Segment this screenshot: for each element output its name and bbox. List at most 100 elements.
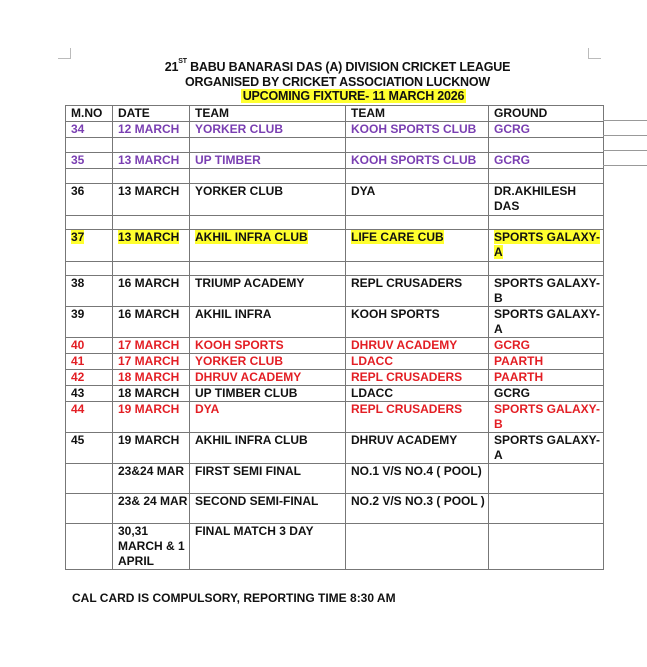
cell-match-date: 30,31 MARCH & 1 APRIL: [112, 523, 190, 570]
table-header-row: M.NO DATE TEAM TEAM GROUND: [65, 105, 604, 122]
cell-ground: SPORTS GALAXY-A: [488, 229, 604, 262]
match-number-text: 40: [71, 338, 85, 353]
cell-team-2: [345, 215, 489, 230]
cell-match-date: 12 MARCH: [112, 121, 190, 138]
divider: [603, 120, 647, 121]
cell-match-number: [65, 523, 113, 570]
page-corner-mark: [588, 48, 601, 59]
cell-match-number: 35: [65, 152, 113, 169]
cell-match-date: 16 MARCH: [112, 275, 190, 307]
cell-team-2: [345, 168, 489, 184]
team-1-text: YORKER CLUB: [195, 184, 284, 199]
cell-ground: GCRG: [488, 121, 604, 138]
table-row: 39 16 MARCH AKHIL INFRA KOOH SPORTS SPORTS G…: [65, 306, 604, 338]
cell-team-1: KOOH SPORTS: [189, 337, 346, 354]
cell-match-number: 34: [65, 121, 113, 138]
team-1-text: FIRST SEMI FINAL: [195, 464, 301, 479]
cell-match-number: 36: [65, 183, 113, 216]
team-2-text: REPL CRUSADERS: [351, 402, 463, 417]
cell-team-2: KOOH SPORTS CLUB: [345, 121, 489, 138]
cell-team-2: NO.1 V/S NO.4 ( POOL): [345, 463, 489, 494]
spacer-row: [65, 168, 604, 184]
match-number-text: 42: [71, 370, 85, 385]
header-match-number: M.NO: [65, 105, 113, 122]
match-date-text: 18 MARCH: [118, 370, 180, 385]
cell-ground: [488, 168, 604, 184]
cell-team-1: [189, 215, 346, 230]
cell-team-2: REPL CRUSADERS: [345, 401, 489, 433]
cell-ground: [488, 215, 604, 230]
cell-ground: DR.AKHILESH DAS: [488, 183, 604, 216]
match-number-text: 43: [71, 386, 85, 401]
match-number-text: 35: [71, 153, 85, 168]
team-1-text: SECOND SEMI-FINAL: [195, 494, 319, 509]
cell-ground: GCRG: [488, 152, 604, 169]
cell-ground: SPORTS GALAXY-A: [488, 432, 604, 464]
cell-match-date: 23& 24 MAR: [112, 493, 190, 524]
cell-team-1: UP TIMBER: [189, 152, 346, 169]
team-2-text: LDACC: [351, 386, 393, 401]
team-2-text: DHRUV ACADEMY: [351, 338, 458, 353]
cell-team-2: [345, 261, 489, 276]
divider: [603, 150, 647, 151]
cell-match-date: 13 MARCH: [112, 229, 190, 262]
cell-team-2: DHRUV ACADEMY: [345, 432, 489, 464]
cell-ground: [488, 137, 604, 153]
match-number-text: 37: [71, 230, 85, 244]
cell-team-1: AKHIL INFRA CLUB: [189, 432, 346, 464]
ground-text: SPORTS GALAXY-A: [494, 307, 601, 337]
ground-text: PAARTH: [494, 354, 544, 369]
table-row: 34 12 MARCH YORKER CLUB KOOH SPORTS CLUB GCR…: [65, 121, 604, 138]
match-number-text: 45: [71, 433, 85, 448]
team-1-text: AKHIL INFRA CLUB: [195, 230, 308, 244]
ground-text: DR.AKHILESH DAS: [494, 184, 577, 214]
ground-text: GCRG: [494, 153, 530, 168]
cell-match-date: [112, 168, 190, 184]
spacer-row: [65, 137, 604, 153]
cell-team-2: REPL CRUSADERS: [345, 275, 489, 307]
cell-team-2: LDACC: [345, 385, 489, 402]
cell-ground: [488, 523, 604, 570]
table-row: 44 19 MARCH DYA REPL CRUSADERS SPORTS GALAXY…: [65, 401, 604, 433]
cell-team-2: NO.2 V/S NO.3 ( POOL ): [345, 493, 489, 524]
cell-match-date: 17 MARCH: [112, 353, 190, 370]
ground-text: SPORTS GALAXY-A: [494, 433, 601, 463]
team-1-text: DHRUV ACADEMY: [195, 370, 302, 385]
team-1-text: UP TIMBER: [195, 153, 261, 168]
cell-match-number: 43: [65, 385, 113, 402]
header-ground: GROUND: [488, 105, 604, 122]
cell-match-date: 19 MARCH: [112, 401, 190, 433]
cell-match-number: [65, 261, 113, 276]
cell-ground: GCRG: [488, 385, 604, 402]
match-date-text: 13 MARCH: [118, 184, 180, 199]
ground-text: GCRG: [494, 338, 530, 353]
cell-ground: SPORTS GALAXY-A: [488, 306, 604, 338]
match-date-text: 23& 24 MAR: [118, 494, 188, 509]
cell-match-number: 40: [65, 337, 113, 354]
cell-team-2: [345, 523, 489, 570]
match-date-text: 17 MARCH: [118, 354, 180, 369]
cell-team-1: UP TIMBER CLUB: [189, 385, 346, 402]
cell-match-number: 39: [65, 306, 113, 338]
cell-match-date: 18 MARCH: [112, 369, 190, 386]
team-2-text: LDACC: [351, 354, 393, 369]
divider: [603, 165, 647, 166]
team-2-text: NO.2 V/S NO.3 ( POOL ): [351, 494, 485, 509]
table-row: 23& 24 MAR SECOND SEMI-FINAL NO.2 V/S NO.3…: [65, 493, 604, 524]
table-row: 38 16 MARCH TRIUMP ACADEMY REPL CRUSADERS SP…: [65, 275, 604, 307]
ground-text: GCRG: [494, 122, 530, 137]
cell-match-number: 41: [65, 353, 113, 370]
cell-ground: PAARTH: [488, 369, 604, 386]
cell-team-1: FIRST SEMI FINAL: [189, 463, 346, 494]
match-number-text: 38: [71, 276, 85, 291]
team-2-text: KOOH SPORTS CLUB: [351, 153, 477, 168]
cell-match-date: [112, 215, 190, 230]
ground-text: PAARTH: [494, 370, 544, 385]
cell-team-1: DYA: [189, 401, 346, 433]
team-1-text: AKHIL INFRA: [195, 307, 272, 322]
match-date-text: 19 MARCH: [118, 402, 180, 417]
match-number-text: 36: [71, 184, 85, 199]
cell-match-number: 38: [65, 275, 113, 307]
cell-team-2: REPL CRUSADERS: [345, 369, 489, 386]
table-row: 37 13 MARCH AKHIL INFRA CLUB LIFE CARE CUB S…: [65, 229, 604, 262]
